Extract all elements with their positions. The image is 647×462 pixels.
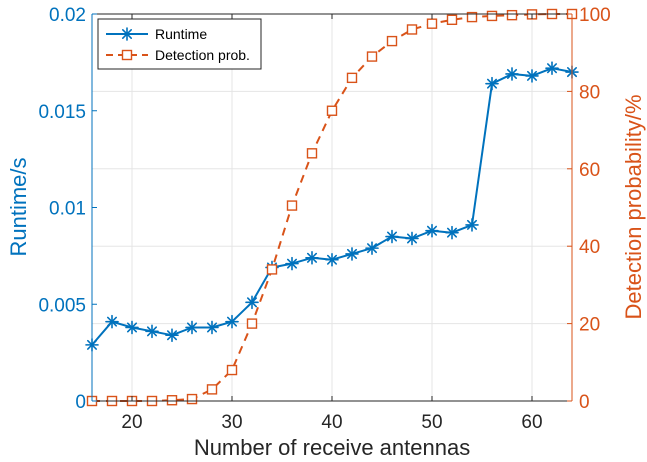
runtime-point — [105, 314, 119, 329]
detection-point — [366, 51, 378, 62]
runtime-point — [145, 324, 159, 339]
detection-point — [406, 24, 418, 35]
runtime-point — [225, 314, 239, 329]
runtime-point — [205, 320, 219, 335]
y-left-tick-label: 0 — [75, 392, 86, 413]
detection-point — [246, 318, 258, 329]
runtime-point — [365, 241, 379, 255]
runtime-point — [405, 231, 419, 246]
axes: 20 30 40 50 60 0 0.005 0.01 0.015 0.02 0 20 40 60 80 10… — [38, 5, 610, 433]
y-right-tick-label: 0 — [579, 392, 590, 413]
detection-point — [266, 264, 278, 275]
y-right-tick-label: 40 — [579, 237, 600, 258]
legend-runtime-label: Runtime — [155, 26, 207, 42]
detection-point — [326, 105, 338, 116]
y-right-tick-label: 100 — [579, 5, 611, 26]
x-tick-label: 20 — [121, 412, 142, 433]
x-axis-label: Number of receive antennas — [194, 435, 470, 460]
detection-point — [426, 18, 438, 29]
detection-point — [226, 364, 238, 376]
runtime-point — [505, 67, 519, 81]
detection-point — [506, 9, 518, 21]
runtime-point — [345, 247, 359, 261]
runtime-point — [285, 256, 299, 271]
runtime-point — [185, 320, 199, 335]
y-right-tick-label: 60 — [579, 160, 600, 181]
runtime-point — [125, 320, 139, 335]
runtime-point — [465, 218, 479, 232]
series-layer — [85, 8, 579, 407]
detection-point — [466, 11, 478, 23]
runtime-point — [525, 69, 539, 83]
x-tick-label: 30 — [221, 412, 242, 433]
detection-point — [186, 393, 198, 405]
y-left-tick-label: 0.015 — [38, 102, 86, 123]
runtime-point — [165, 328, 179, 343]
y-right-tick-label: 20 — [579, 315, 600, 336]
x-tick-label: 50 — [421, 412, 442, 433]
detection-point — [446, 14, 458, 26]
runtime-point — [385, 229, 399, 244]
runtime-point — [245, 295, 259, 310]
legend-detection-marker — [121, 49, 133, 61]
runtime-point — [445, 225, 459, 240]
legend: Runtime Detection prob. — [97, 18, 262, 70]
runtime-point — [545, 61, 559, 75]
runtime-point — [485, 76, 499, 91]
legend-box — [97, 18, 262, 70]
detection-point — [386, 35, 398, 47]
y-right-tick-label: 80 — [579, 82, 600, 103]
detection-point — [486, 10, 498, 22]
runtime-point — [305, 251, 319, 265]
detection-point — [166, 395, 178, 406]
legend-runtime-marker — [120, 27, 134, 41]
runtime-point — [325, 252, 339, 267]
y-axis-left-label: Runtime/s — [6, 157, 31, 256]
x-tick-label: 40 — [321, 412, 342, 433]
x-tick-label: 60 — [521, 412, 542, 433]
y-left-tick-label: 0.005 — [38, 295, 86, 316]
detection-point — [346, 72, 358, 84]
detection-point — [286, 200, 298, 211]
y-left-tick-label: 0.02 — [49, 5, 86, 26]
y-axis-right-label: Detection probability/% — [621, 94, 646, 319]
detection-point — [306, 148, 318, 159]
y-left-tick-label: 0.01 — [49, 199, 86, 220]
detection-point — [206, 384, 218, 395]
runtime-point — [425, 223, 439, 238]
grid — [92, 14, 572, 401]
legend-detection-label: Detection prob. — [155, 47, 250, 63]
